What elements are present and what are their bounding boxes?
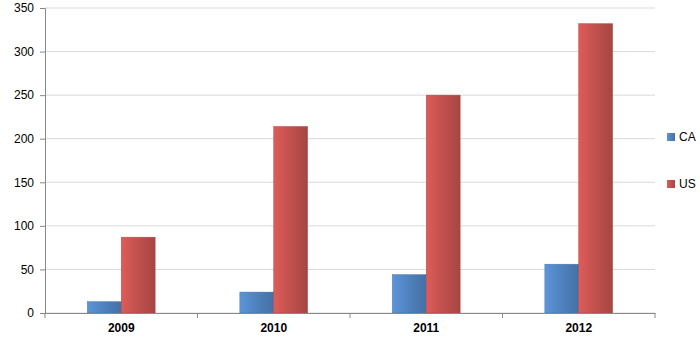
legend-swatch — [667, 180, 675, 188]
y-tick-mark — [40, 139, 45, 140]
y-tick-label: 300 — [14, 45, 34, 59]
y-tick-label: 100 — [14, 219, 34, 233]
y-tick-mark — [40, 226, 45, 227]
chart: 0 50 100 150 200 250 300 350 2009 2010 2011 2012 CA U… — [0, 0, 700, 347]
y-tick: 350 — [14, 1, 45, 15]
legend-label: CA — [679, 130, 696, 144]
x-tick-label: 2009 — [108, 321, 135, 335]
legend-swatch — [667, 133, 675, 141]
bar — [274, 127, 308, 313]
y-tick-mark — [40, 8, 45, 9]
grid — [45, 8, 655, 313]
x-tick-label: 2012 — [565, 321, 592, 335]
y-tick: 0 — [27, 306, 45, 320]
bar — [579, 24, 613, 313]
x-tick: 2012 — [565, 313, 592, 335]
y-tick: 250 — [14, 88, 45, 102]
y-tick-mark — [40, 95, 45, 96]
category-separator — [502, 313, 503, 318]
y-axis: 0 50 100 150 200 250 300 350 — [14, 1, 46, 320]
legend-item: US — [667, 177, 696, 191]
x-tick-label: 2011 — [413, 321, 439, 335]
bar-series — [121, 24, 612, 313]
y-tick-mark — [40, 52, 45, 53]
y-axis-line — [40, 9, 46, 314]
grid-line — [45, 225, 655, 226]
bar — [121, 237, 155, 313]
bar — [392, 275, 426, 313]
legend: CA US — [667, 130, 696, 191]
grid-line — [45, 95, 655, 96]
category-separator — [350, 313, 351, 318]
category-separator — [655, 313, 656, 318]
category-separators — [45, 313, 655, 318]
y-tick-label: 200 — [14, 132, 34, 146]
category-separator — [197, 313, 198, 318]
x-tick: 2011 — [413, 313, 439, 335]
y-tick: 200 — [14, 132, 45, 146]
category-separator — [45, 313, 46, 318]
bar — [240, 292, 274, 313]
x-axis: 2009 2010 2011 2012 — [45, 313, 656, 335]
x-tick-label: 2010 — [260, 321, 287, 335]
bar-series — [87, 264, 578, 313]
y-tick-mark — [40, 313, 45, 314]
y-tick-label: 250 — [14, 88, 34, 102]
grid-line — [45, 51, 655, 52]
grid-line — [45, 138, 655, 139]
bar — [545, 264, 579, 313]
y-tick-mark — [40, 269, 45, 270]
legend-item: CA — [667, 130, 696, 144]
y-tick-label: 50 — [21, 263, 35, 277]
bar — [426, 95, 460, 313]
x-tick: 2009 — [108, 313, 135, 335]
y-tick-mark — [40, 182, 45, 183]
y-tick-label: 0 — [27, 306, 34, 320]
x-tick: 2010 — [260, 313, 287, 335]
grid-line — [45, 8, 655, 9]
grid-line — [45, 182, 655, 183]
y-tick: 100 — [14, 219, 45, 233]
y-tick: 300 — [14, 45, 45, 59]
y-tick: 50 — [21, 263, 45, 277]
y-tick-label: 150 — [14, 176, 34, 190]
y-tick-label: 350 — [14, 1, 34, 15]
bar — [87, 302, 121, 313]
legend-label: US — [679, 177, 696, 191]
y-tick: 150 — [14, 176, 45, 190]
plot: 0 50 100 150 200 250 300 350 2009 2010 2011 2012 — [14, 1, 656, 334]
bars — [87, 24, 612, 313]
